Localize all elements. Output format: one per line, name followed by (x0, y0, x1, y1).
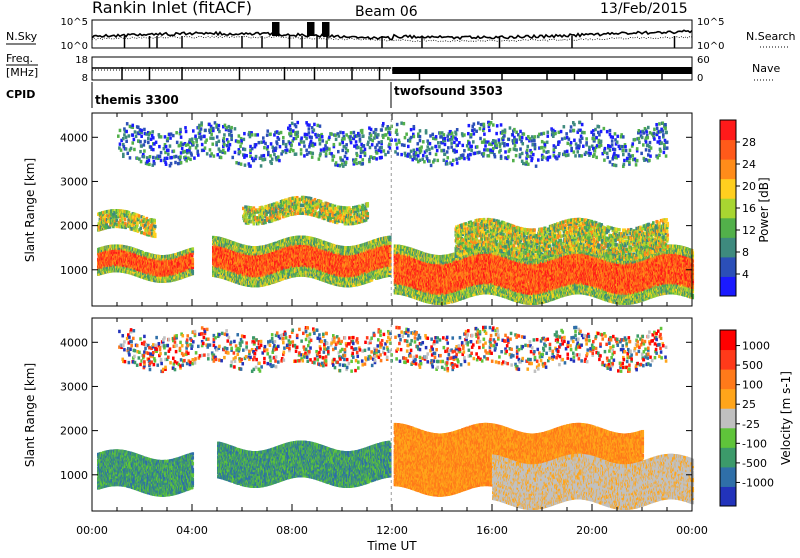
cpid-label: CPID (6, 88, 35, 101)
noise-right-tick-bottom: 10^0 (697, 41, 724, 52)
freq-left-tick-bottom: 8 (82, 73, 88, 84)
noise-spike (322, 22, 330, 36)
noise-left-tick-bottom: 10^0 (61, 41, 88, 52)
nave-label: Nave (752, 62, 780, 75)
cpid-mode-2: twofsound 3503 (394, 84, 503, 98)
date-title: 13/Feb/2015 (600, 1, 688, 17)
noise-right-label: N.Search (746, 30, 796, 43)
noise-spike (272, 22, 280, 36)
noise-spike (307, 22, 315, 36)
power-cell (191, 270, 194, 273)
freq-strip: Freq. [MHz] 18 8 60 0 Nave (6, 52, 780, 84)
noise-strip: N.Sky 10^5 10^0 10^5 10^0 N.Search (6, 17, 796, 52)
freq-right-tick-top: 60 (697, 55, 710, 66)
freq-trace (92, 67, 692, 80)
radar-summary-plot: Rankin Inlet (fitACF) Beam 06 13/Feb/201… (0, 0, 800, 554)
beam-title: Beam 06 (355, 4, 418, 20)
power-cell (191, 257, 194, 260)
cpid-mode-1: themis 3300 (95, 93, 179, 107)
power-scatter-cells (97, 121, 694, 305)
noise-left-label: N.Sky (6, 30, 38, 43)
station-title: Rankin Inlet (fitACF) (92, 0, 252, 17)
freq-right-tick-bottom: 0 (697, 73, 703, 84)
freq-band-mode2 (392, 67, 692, 74)
cpid-row: CPID themis 3300 twofsound 3503 (6, 82, 503, 108)
noise-trace (92, 22, 692, 48)
power-cell (191, 247, 194, 250)
freq-left-label: Freq. (6, 52, 33, 65)
noise-right-tick-top: 10^5 (697, 17, 724, 28)
noise-left-tick-top: 10^5 (61, 17, 88, 28)
freq-left-tick-top: 18 (75, 55, 88, 66)
freq-left-unit: [MHz] (6, 66, 38, 79)
